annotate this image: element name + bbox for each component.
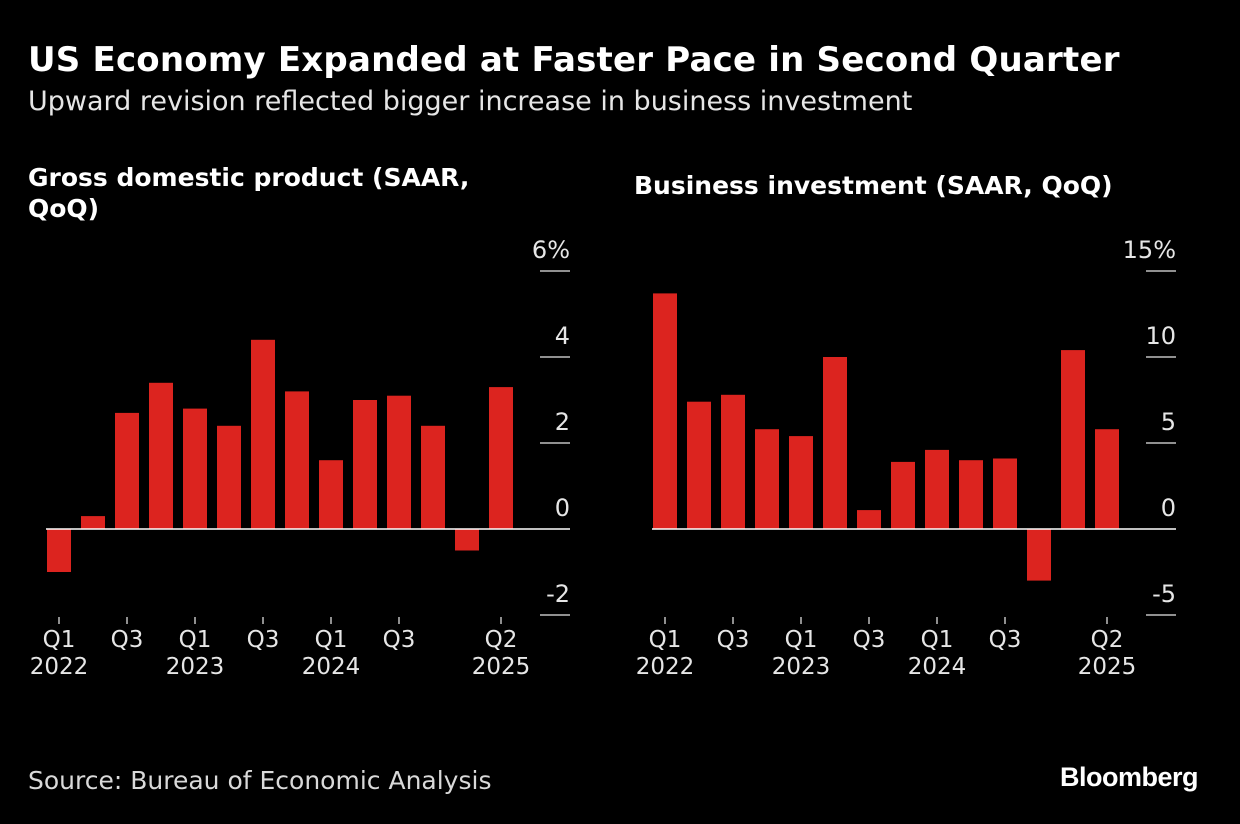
investment-panel-title: Business investment (SAAR, QoQ) <box>634 171 1113 200</box>
investment-bar-1 <box>687 401 711 529</box>
investment-ytick-label: 15% <box>1123 236 1176 264</box>
gdp-bar-10 <box>387 395 411 529</box>
gdp-xtick-quarter: Q1 <box>315 627 348 653</box>
gdp-xtick-quarter: Q3 <box>247 627 280 653</box>
investment-xtick-year: 2023 <box>772 654 831 680</box>
gdp-bar-12 <box>455 529 479 551</box>
gdp-ytick-label: -2 <box>546 580 570 608</box>
investment-xtick-year: 2024 <box>908 654 967 680</box>
gdp-bar-1 <box>81 516 105 529</box>
gdp-xtick-quarter: Q3 <box>111 627 144 653</box>
gdp-bar-7 <box>285 391 309 529</box>
gdp-bar-2 <box>115 412 139 529</box>
investment-xtick-quarter: Q3 <box>989 627 1022 653</box>
investment-bar-2 <box>721 394 745 529</box>
investment-bar-9 <box>959 460 983 529</box>
investment-bar-8 <box>925 449 949 529</box>
source-note: Source: Bureau of Economic Analysis <box>28 766 492 795</box>
investment-ytick-label: -5 <box>1152 580 1176 608</box>
gdp-ytick-label: 4 <box>555 322 570 350</box>
investment-bar-7 <box>891 461 915 529</box>
investment-ytick-label: 0 <box>1161 494 1176 522</box>
gdp-bar-6 <box>251 339 275 529</box>
gdp-bar-0 <box>47 529 71 572</box>
gdp-bar-11 <box>421 425 445 529</box>
investment-bar-11 <box>1027 529 1051 581</box>
chart-subtitle: Upward revision reflected bigger increas… <box>28 86 913 117</box>
investment-ytick-label: 10 <box>1145 322 1176 350</box>
gdp-bar-4 <box>183 408 207 529</box>
gdp-ytick-label: 0 <box>555 494 570 522</box>
investment-bar-5 <box>823 357 847 529</box>
investment-bar-6 <box>857 510 881 529</box>
gdp-bar-9 <box>353 400 377 529</box>
investment-bar-4 <box>789 436 813 529</box>
gdp-xtick-year: 2022 <box>30 654 89 680</box>
investment-xtick-quarter: Q2 <box>1091 627 1124 653</box>
chart-title: US Economy Expanded at Faster Pace in Se… <box>28 40 1120 80</box>
investment-bar-13 <box>1095 429 1119 529</box>
gdp-bar-3 <box>149 382 173 529</box>
gdp-ytick-label: 2 <box>555 408 570 436</box>
gdp-bar-8 <box>319 460 343 529</box>
gdp-xtick-quarter: Q3 <box>383 627 416 653</box>
investment-xtick-quarter: Q1 <box>921 627 954 653</box>
gdp-xtick-year: 2024 <box>302 654 361 680</box>
investment-bar-0 <box>653 293 677 529</box>
gdp-panel-title: Gross domestic product (SAAR, QoQ) <box>28 163 470 223</box>
investment-bar-10 <box>993 458 1017 529</box>
investment-xtick-quarter: Q1 <box>785 627 818 653</box>
investment-bar-12 <box>1061 350 1085 529</box>
bloomberg-logo: Bloomberg <box>1060 762 1199 792</box>
gdp-ytick-label: 6% <box>532 236 570 264</box>
investment-xtick-quarter: Q3 <box>717 627 750 653</box>
investment-xtick-year: 2025 <box>1078 654 1137 680</box>
investment-xtick-year: 2022 <box>636 654 695 680</box>
investment-bar-3 <box>755 429 779 529</box>
gdp-xtick-quarter: Q1 <box>179 627 212 653</box>
investment-xtick-quarter: Q1 <box>649 627 682 653</box>
investment-ytick-label: 5 <box>1161 408 1176 436</box>
gdp-bar-13 <box>489 387 513 529</box>
gdp-xtick-year: 2023 <box>166 654 225 680</box>
gdp-bar-5 <box>217 425 241 529</box>
gdp-xtick-quarter: Q1 <box>43 627 76 653</box>
gdp-xtick-year: 2025 <box>472 654 531 680</box>
investment-xtick-quarter: Q3 <box>853 627 886 653</box>
gdp-xtick-quarter: Q2 <box>485 627 518 653</box>
